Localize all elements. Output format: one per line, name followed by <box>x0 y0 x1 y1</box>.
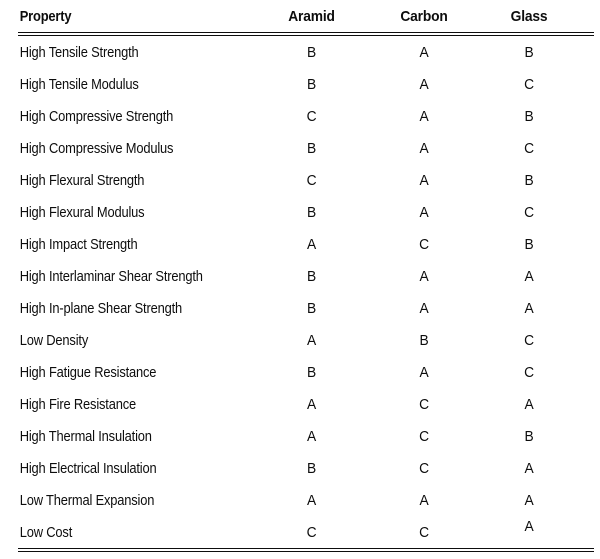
grade-cell-carbon: A <box>419 267 429 285</box>
column-header-carbon: Carbon <box>400 7 448 25</box>
column-header-aramid: Aramid <box>288 7 335 25</box>
table-row: High Flexural Strength C A B <box>18 164 594 196</box>
grade-cell-aramid: C <box>306 523 317 541</box>
grade-cell-aramid: A <box>306 427 317 445</box>
table-row: High Interlaminar Shear Strength B A A <box>18 260 594 292</box>
table-row: Low Cost C C A <box>18 516 594 548</box>
grade-cell-aramid: B <box>306 203 317 221</box>
grade-cell-glass: B <box>524 43 534 61</box>
table-header-row: Property Aramid Carbon Glass <box>18 0 594 32</box>
property-cell: High Fire Resistance <box>19 395 137 413</box>
grade-cell-aramid: B <box>306 299 317 317</box>
property-cell: High Tensile Modulus <box>19 75 139 93</box>
grade-cell-carbon: A <box>419 171 429 189</box>
grade-cell-carbon: A <box>419 75 429 93</box>
grade-cell-aramid: B <box>306 75 317 93</box>
grade-cell-carbon: A <box>419 43 429 61</box>
table-row: High Compressive Strength C A B <box>18 100 594 132</box>
table-row: High Electrical Insulation B C A <box>18 452 594 484</box>
grade-cell-carbon: A <box>419 203 429 221</box>
property-cell: High Flexural Modulus <box>19 203 145 221</box>
table-row: High Tensile Modulus B A C <box>18 68 594 100</box>
grade-cell-carbon: A <box>419 299 429 317</box>
table-row: High Impact Strength A C B <box>18 228 594 260</box>
grade-cell-aramid: C <box>306 107 317 125</box>
property-cell: Low Density <box>19 331 89 349</box>
footer-rule <box>18 548 594 552</box>
property-cell: High Flexural Strength <box>19 171 145 189</box>
grade-cell-glass: B <box>524 427 534 445</box>
table: Property Aramid Carbon Glass High Tensil… <box>18 0 594 552</box>
grade-cell-glass: B <box>524 171 534 189</box>
grade-cell-glass: A <box>524 299 534 317</box>
table-row: High Fire Resistance A C A <box>18 388 594 420</box>
grade-cell-aramid: B <box>306 459 317 477</box>
table-row: High Tensile Strength B A B <box>18 36 594 68</box>
grade-cell-aramid: B <box>306 267 317 285</box>
grade-cell-carbon: A <box>419 491 429 509</box>
property-cell: High Thermal Insulation <box>19 427 152 445</box>
property-cell: High Tensile Strength <box>19 43 139 61</box>
grade-cell-aramid: C <box>306 171 317 189</box>
property-cell: Low Cost <box>19 523 73 541</box>
grade-cell-glass: C <box>524 75 534 93</box>
table-row: High Compressive Modulus B A C <box>18 132 594 164</box>
grade-cell-aramid: A <box>306 331 317 349</box>
grade-cell-glass: C <box>524 331 534 349</box>
property-cell: High Compressive Strength <box>19 107 174 125</box>
grade-cell-carbon: A <box>419 139 429 157</box>
grade-cell-aramid: A <box>306 395 317 413</box>
property-cell: High Fatigue Resistance <box>19 363 157 381</box>
header-rule <box>18 32 594 36</box>
grade-cell-carbon: C <box>419 427 429 445</box>
grade-cell-carbon: B <box>419 331 429 349</box>
grade-cell-glass: C <box>524 203 534 221</box>
grade-cell-glass: A <box>524 459 534 477</box>
grade-cell-aramid: A <box>306 235 317 253</box>
grade-cell-carbon: C <box>419 235 429 253</box>
grade-cell-aramid: A <box>306 491 317 509</box>
grade-cell-glass: B <box>524 235 534 253</box>
grade-cell-carbon: A <box>419 363 429 381</box>
grade-cell-carbon: A <box>419 107 429 125</box>
property-cell: High Compressive Modulus <box>19 139 174 157</box>
table-row: High Thermal Insulation A C B <box>18 420 594 452</box>
grade-cell-glass: C <box>524 139 534 157</box>
property-cell: High Interlaminar Shear Strength <box>19 267 203 285</box>
table-row: High In-plane Shear Strength B A A <box>18 292 594 324</box>
grade-cell-aramid: B <box>306 363 317 381</box>
grade-cell-aramid: B <box>306 43 317 61</box>
grade-cell-glass: A <box>524 491 534 509</box>
property-cell: Low Thermal Expansion <box>19 491 155 509</box>
property-cell: High Impact Strength <box>19 235 138 253</box>
grade-cell-glass: B <box>524 107 534 125</box>
grade-cell-glass: C <box>524 363 534 381</box>
grade-cell-glass: A <box>524 395 534 413</box>
table-row: High Flexural Modulus B A C <box>18 196 594 228</box>
column-header-glass: Glass <box>510 7 548 25</box>
table-row: Low Thermal Expansion A A A <box>18 484 594 516</box>
grade-cell-aramid: B <box>306 139 317 157</box>
grade-cell-carbon: C <box>419 523 429 541</box>
grade-cell-glass: A <box>524 267 534 285</box>
column-header-property: Property <box>19 7 72 25</box>
property-cell: High In-plane Shear Strength <box>19 299 183 317</box>
property-cell: High Electrical Insulation <box>19 459 157 477</box>
table-row: High Fatigue Resistance B A C <box>18 356 594 388</box>
grade-cell-carbon: C <box>419 395 429 413</box>
grade-cell-carbon: C <box>419 459 429 477</box>
grade-cell-glass: A <box>524 517 534 535</box>
table-body: High Tensile Strength B A B High Tensile… <box>18 36 594 548</box>
table-row: Low Density A B C <box>18 324 594 356</box>
